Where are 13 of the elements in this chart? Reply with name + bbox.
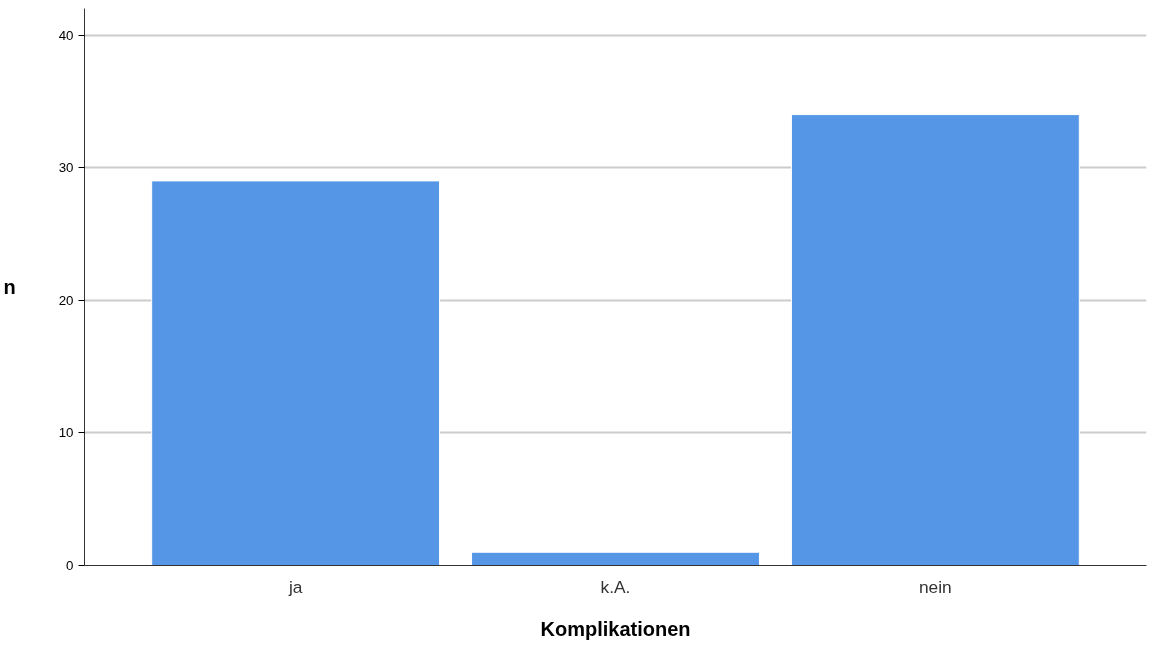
y-tick-label: 20 — [58, 292, 74, 308]
x-tick-label: ja — [287, 576, 303, 597]
y-tick-label: 40 — [58, 27, 74, 43]
y-tick-label: 30 — [58, 160, 74, 176]
y-axis-title: n — [3, 276, 16, 298]
bar — [471, 551, 760, 566]
x-axis-title: Komplikationen — [540, 617, 691, 640]
x-tick-label: nein — [919, 576, 952, 597]
y-tick-label: 10 — [58, 425, 74, 441]
y-tick-label: 0 — [66, 558, 74, 573]
bar — [790, 114, 1080, 566]
bar — [151, 180, 441, 566]
x-tick-label: k.A. — [600, 576, 631, 597]
